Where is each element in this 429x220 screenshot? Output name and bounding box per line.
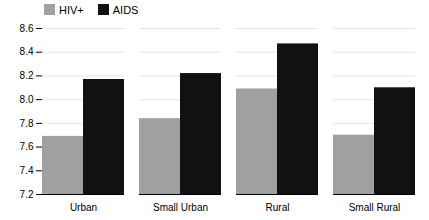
svg-text:Rural: Rural [266, 202, 290, 213]
svg-text:8.2: 8.2 [20, 70, 34, 81]
svg-text:Urban: Urban [70, 202, 97, 213]
svg-text:8.0: 8.0 [20, 94, 34, 105]
html-text:HIV+: HIV+ [59, 4, 84, 16]
svg-text:7.4: 7.4 [20, 165, 34, 176]
svg-text:7.8: 7.8 [20, 118, 34, 129]
svg-text:Small Rural: Small Rural [349, 202, 401, 213]
svg-text:7.6: 7.6 [20, 141, 34, 152]
svg-text:Small Urban: Small Urban [153, 202, 208, 213]
html-text:AIDS: AIDS [112, 4, 139, 16]
svg-text:8.4: 8.4 [20, 46, 34, 57]
svg-text:8.6: 8.6 [20, 23, 34, 34]
svg-text:7.2: 7.2 [20, 189, 34, 200]
